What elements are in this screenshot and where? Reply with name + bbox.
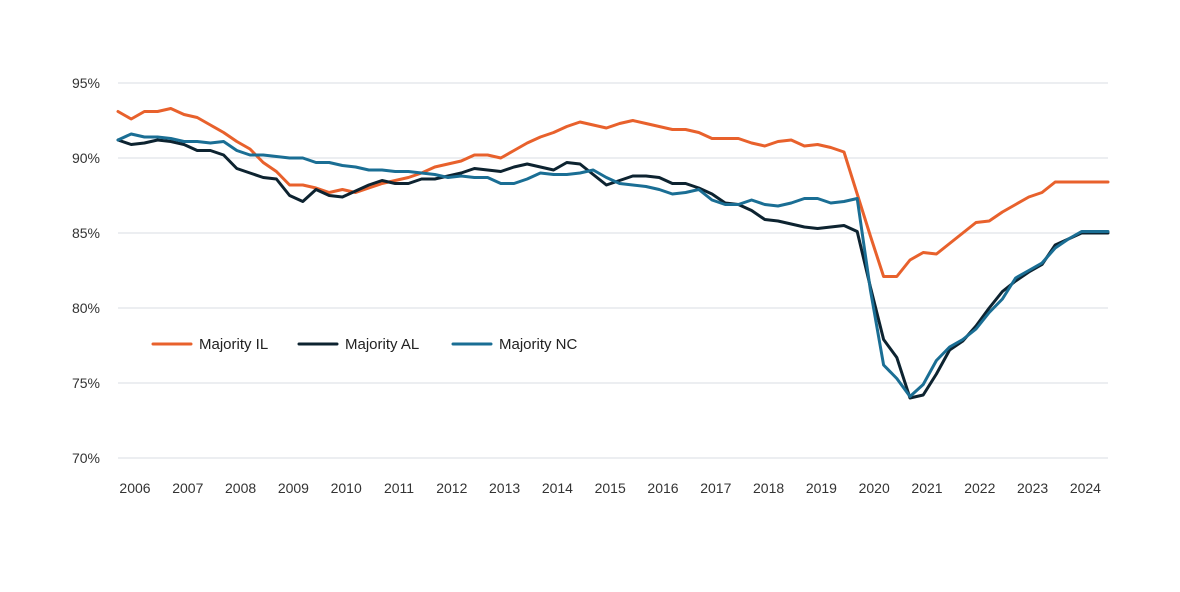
x-tick-label: 2021 <box>911 480 942 496</box>
y-tick-label: 70% <box>72 450 100 466</box>
legend: Majority IL Majority AL Majority NC <box>151 336 578 353</box>
y-tick-label: 90% <box>72 150 100 166</box>
x-tick-label: 2010 <box>331 480 362 496</box>
x-tick-label: 2017 <box>700 480 731 496</box>
series-line-majority-nc <box>116 132 1110 398</box>
x-tick-label: 2019 <box>806 480 837 496</box>
series-lines <box>116 107 1110 400</box>
x-tick-label: 2020 <box>859 480 890 496</box>
x-axis: 2006 2007 2008 2009 2010 2011 2012 2013 2014 2015… <box>119 480 1101 496</box>
x-tick-label: 2008 <box>225 480 256 496</box>
x-tick-label: 2015 <box>595 480 626 496</box>
legend-item-majority-nc: Majority NC <box>451 336 578 353</box>
legend-item-majority-al: Majority AL <box>297 336 419 353</box>
gridlines <box>118 82 1108 459</box>
x-tick-label: 2022 <box>964 480 995 496</box>
series-line-majority-il <box>116 107 1110 278</box>
y-tick-label: 95% <box>72 75 100 91</box>
x-tick-label: 2023 <box>1017 480 1048 496</box>
series-line-majority-al <box>116 138 1110 400</box>
y-tick-label: 80% <box>72 300 100 316</box>
y-axis: 70% 75% 80% 85% 90% 95% <box>72 75 100 466</box>
x-tick-label: 2009 <box>278 480 309 496</box>
legend-label: Majority AL <box>345 336 419 353</box>
x-tick-label: 2013 <box>489 480 520 496</box>
legend-item-majority-il: Majority IL <box>151 336 268 353</box>
x-tick-label: 2011 <box>384 480 414 496</box>
legend-label: Majority NC <box>499 336 578 353</box>
x-tick-label: 2018 <box>753 480 784 496</box>
legend-label: Majority IL <box>199 336 268 353</box>
x-tick-label: 2012 <box>436 480 467 496</box>
x-tick-label: 2016 <box>647 480 678 496</box>
y-tick-label: 85% <box>72 225 100 241</box>
x-tick-label: 2007 <box>172 480 203 496</box>
x-tick-label: 2014 <box>542 480 573 496</box>
x-tick-label: 2024 <box>1070 480 1101 496</box>
y-tick-label: 75% <box>72 375 100 391</box>
x-tick-label: 2006 <box>119 480 150 496</box>
